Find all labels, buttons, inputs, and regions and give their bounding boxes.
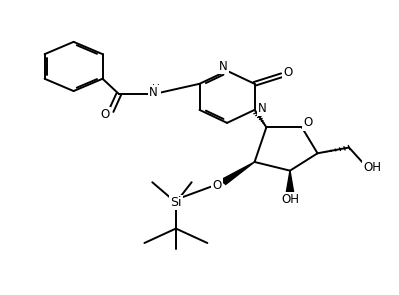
Text: O: O: [303, 117, 312, 130]
Text: N: N: [219, 60, 227, 73]
Text: O: O: [101, 108, 110, 121]
Polygon shape: [221, 162, 255, 184]
Polygon shape: [286, 171, 294, 194]
Text: N: N: [149, 86, 158, 99]
Text: Si: Si: [170, 196, 182, 209]
Text: H: H: [152, 84, 160, 94]
Text: OH: OH: [281, 193, 299, 206]
Text: O: O: [213, 179, 222, 192]
Text: N: N: [258, 102, 267, 115]
Text: OH: OH: [363, 161, 381, 174]
Text: O: O: [283, 66, 292, 79]
